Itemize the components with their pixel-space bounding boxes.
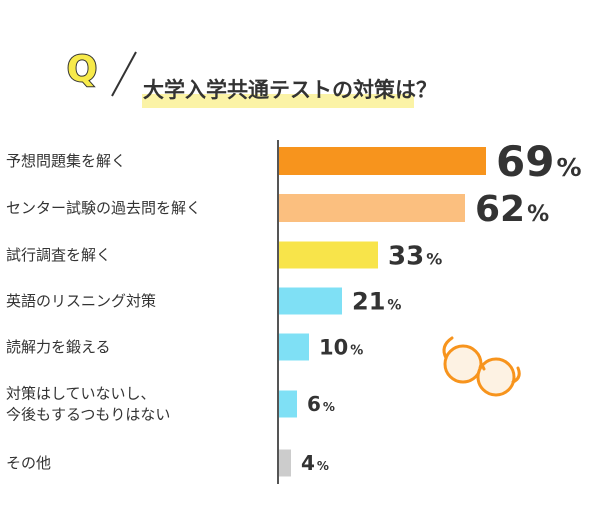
category-label-4: 英語のリスニング対策 [6,292,156,310]
glasses-icon [442,336,521,397]
value-label-1: 69% [496,137,582,186]
bar-7 [279,449,291,477]
chart-title: 大学入学共通テストの対策は？ [143,78,437,102]
category-labels: 予想問題集を解くセンター試験の過去問を解く試行調査を解く英語のリスニング対策読解… [6,152,201,472]
value-label-2: 62% [475,189,549,230]
value-label-5: 10% [319,336,363,360]
q-mark: Q [67,49,98,90]
bar-3 [279,241,378,269]
category-label-2: センター試験の過去問を解く [6,199,201,217]
category-label-3: 試行調査を解く [6,246,111,264]
category-label-7: その他 [6,454,51,472]
bars-group [279,147,486,477]
value-label-7: 4% [301,451,329,475]
value-label-3: 33% [388,241,442,271]
category-label-6: 対策はしていないし、今後もするつもりはない [6,385,170,424]
bar-1 [279,147,486,175]
title-highlight [142,94,414,108]
value-labels: 69%62% 33 % 21 % 10 % 6 % 4% [301,137,582,475]
bar-5 [279,333,309,361]
value-label-4: 21% [352,288,401,316]
category-label-1: 予想問題集を解く [6,152,126,170]
category-label-5: 読解力を鍛える [6,338,111,356]
value-label-6: 6% [307,392,335,416]
chart-header: Q 大学入学共通テストの対策は？ [66,48,437,108]
bar-2 [279,194,465,222]
bar-4 [279,287,342,315]
bar-6 [279,390,297,418]
title-slash [111,51,137,97]
